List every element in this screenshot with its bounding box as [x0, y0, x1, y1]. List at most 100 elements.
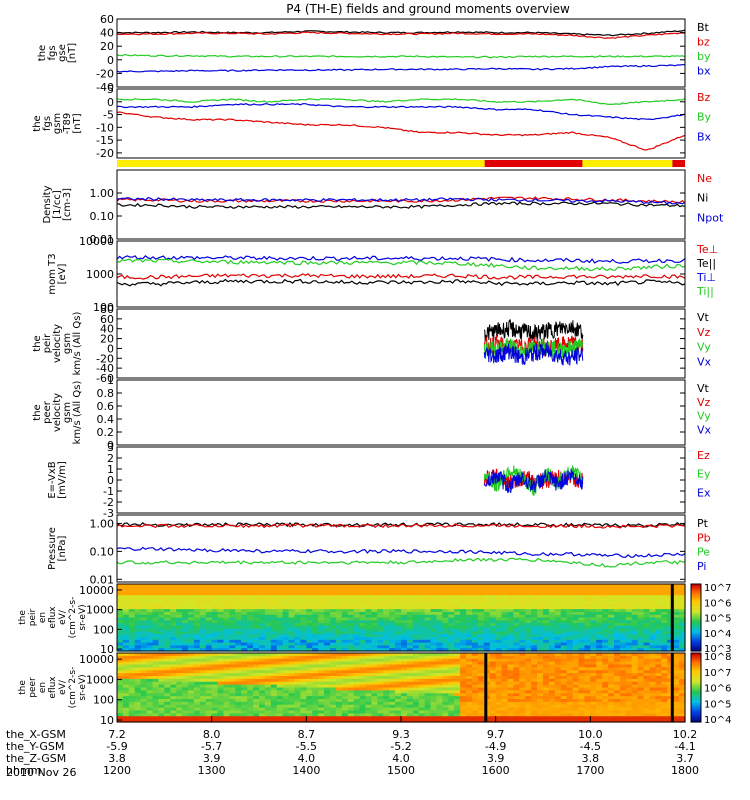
spectrogram-cell: [383, 634, 390, 638]
spectrogram-cell: [158, 639, 165, 644]
spectrogram-cell: [519, 623, 526, 627]
spectrogram-cell: [158, 699, 165, 703]
series-line-fgs-gse-0: [116, 29, 686, 37]
spectrogram-cell: [288, 603, 296, 607]
spectrogram-cell: [247, 667, 254, 671]
spectrogram-cell: [235, 603, 242, 607]
spectrogram-cell: [466, 701, 473, 706]
spectrogram-cell: [117, 684, 124, 689]
spectrogram-cell: [117, 655, 124, 660]
spectrogram-cell: [507, 606, 515, 610]
spectrogram-cell: [507, 658, 515, 663]
spectrogram-cell: [359, 639, 367, 644]
spectrogram-cell: [631, 645, 639, 649]
spectrogram-cell: [247, 620, 254, 624]
spectrogram-cell: [235, 676, 242, 680]
spectrogram-cell: [466, 620, 473, 624]
spectrogram-cell: [122, 667, 130, 671]
spectrogram-cell: [253, 595, 260, 599]
spectrogram-cell: [217, 661, 225, 666]
spectrogram-cell: [679, 661, 686, 666]
spectrogram-cell: [401, 719, 408, 723]
spectrogram-cell: [134, 684, 142, 689]
spectrogram-cell: [377, 658, 384, 663]
spectrogram-cell: [324, 631, 331, 635]
spectrogram-cell: [442, 719, 449, 723]
spectrogram-cell: [140, 653, 148, 657]
spectrogram-cell: [188, 617, 195, 621]
spectrogram-cell: [223, 639, 231, 644]
y-tick-label-peer-spectrogram-0: 10: [100, 714, 114, 727]
colorbar-band: [691, 668, 701, 671]
series-line-pressure-1: [116, 523, 686, 529]
spectrogram-cell: [543, 693, 550, 697]
spectrogram-cell: [566, 595, 574, 599]
spectrogram-cell: [602, 586, 609, 591]
spectrogram-cell: [578, 693, 586, 697]
spectrogram-cell: [365, 620, 373, 624]
spectrogram-cell: [312, 642, 319, 647]
spectrogram-cell: [572, 617, 580, 621]
spectrogram-cell: [442, 699, 449, 703]
spectrogram-cell: [578, 716, 586, 720]
spectrogram-cell: [412, 620, 420, 624]
spectrogram-cell: [448, 676, 455, 680]
spectrogram-cell: [507, 664, 515, 668]
spectrogram-cell: [199, 678, 207, 683]
spectrogram-cell: [276, 614, 284, 619]
spectrogram-cell: [359, 614, 367, 619]
spectrogram-cell: [312, 713, 319, 717]
spectrogram-cell: [519, 696, 526, 700]
spectrogram-cell: [554, 693, 562, 697]
spectrogram-cell: [371, 673, 378, 677]
spectrogram-cell: [472, 713, 479, 717]
spectrogram-cell: [454, 699, 461, 703]
y-axis-label-line: peer: [28, 677, 38, 698]
y-tick-label-fgs-gse-2: 0: [107, 54, 114, 67]
spectrogram-cell: [667, 592, 674, 596]
spectrogram-cell: [537, 667, 544, 671]
spectrogram-cell: [548, 690, 556, 694]
spectrogram-cell: [128, 693, 136, 697]
spectrogram-cell: [460, 658, 467, 663]
spectrogram-cell: [590, 620, 597, 624]
spectrogram-cell: [619, 584, 627, 588]
spectrogram-cell: [282, 699, 290, 703]
spectrogram-cell: [395, 704, 402, 709]
y-axis-label-line: [nPa]: [57, 535, 68, 561]
spectrogram-cell: [371, 603, 378, 607]
spectrogram-cell: [182, 631, 189, 635]
spectrogram-cell: [643, 716, 651, 720]
spectrogram-cell: [270, 707, 278, 712]
spectrogram-cell: [253, 609, 260, 613]
spectrogram-cell: [472, 606, 479, 610]
spectrogram-cell: [276, 653, 284, 657]
spectrogram-cell: [211, 645, 219, 649]
spectrogram-cell: [625, 589, 633, 593]
y-tick-label-peer-spectrogram-3: 10000: [79, 653, 114, 666]
spectrogram-cell: [424, 681, 432, 686]
spectrogram-cell: [543, 701, 550, 706]
spectrogram-cell: [223, 716, 231, 720]
spectrogram-cell: [211, 699, 219, 703]
spectrogram-cell: [140, 673, 148, 677]
spectrogram-cell: [294, 600, 302, 605]
series-line-temperature-0: [116, 273, 686, 280]
spectrogram-cell: [401, 693, 408, 697]
spectrogram-cell: [554, 584, 562, 588]
spectrogram-cell: [578, 623, 586, 627]
spectrogram-cell: [602, 690, 609, 694]
spectrogram-cell: [324, 623, 331, 627]
spectrogram-cell: [483, 631, 491, 635]
spectrogram-cell: [679, 637, 686, 641]
spectrogram-cell: [460, 681, 467, 686]
spectrogram-cell: [312, 681, 319, 686]
spectrogram-cell: [182, 690, 189, 694]
spectrogram-cell: [205, 681, 213, 686]
spectrogram-cell: [673, 699, 680, 703]
spectrogram-cell: [241, 617, 248, 621]
spectrogram-cell: [554, 664, 562, 668]
spectrogram-cell: [229, 614, 236, 619]
spectrogram-cell: [306, 676, 313, 680]
spectrogram-cell: [134, 661, 142, 666]
